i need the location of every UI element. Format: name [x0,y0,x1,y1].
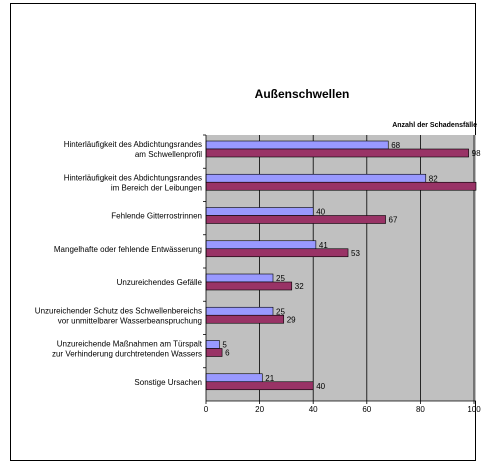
bar-s2-0 [205,148,469,158]
bar-s1-0 [205,140,389,150]
value-tick-label-0: 0 [204,405,209,414]
category-label-0-1: am Schwellenprofil [135,150,202,159]
value-label-s2-2: 67 [389,216,398,225]
bar-s2-6 [205,348,223,357]
value-label-s1-7: 21 [265,374,274,383]
bar-s2-1 [205,181,477,191]
chart-title: Außenschwellen [254,87,350,101]
value-label-s1-2: 40 [316,208,325,217]
value-label-s1-4: 25 [276,274,285,283]
value-tick-label-60: 60 [362,405,371,414]
value-label-s2-4: 32 [295,282,304,291]
value-label-s2-6: 6 [225,349,230,358]
value-label-s2-3: 53 [351,249,360,258]
bar-s2-3 [205,248,349,258]
value-label-s1-3: 41 [319,241,328,250]
value-tick-label-20: 20 [255,405,264,414]
value-tick-label-100: 100 [467,405,481,414]
bar-s2-7 [205,381,314,391]
value-label-s1-6: 5 [222,341,227,350]
value-label-s1-5: 25 [276,307,285,316]
value-label-s2-5: 29 [287,315,296,324]
bar-s1-4 [205,273,274,283]
category-label-6-0: Unzureichende Maßnahmen am Türspalt [57,340,203,349]
bar-s2-2 [205,215,386,224]
value-axis-label: Anzahl der Schadensfälle [392,122,477,129]
value-label-s2-0: 98 [472,149,481,158]
value-label-s2-7: 40 [316,382,325,391]
category-label-3-0: Mangelhafte oder fehlende Entwässerung [54,245,202,254]
value-tick-label-40: 40 [309,405,318,414]
category-label-5-1: vor unmittelbarer Wasserbeanspruchung [58,316,202,325]
value-label-s1-0: 68 [391,141,400,150]
value-label-s1-1: 82 [429,174,438,183]
category-label-5-0: Unzureichender Schutz des Schwellenberei… [35,306,202,315]
bar-s1-1 [205,173,427,183]
category-label-1-0: Hinterläufigkeit des Abdichtungsrandes [64,173,202,182]
bar-s2-4 [205,281,293,291]
bar-s1-7 [205,373,263,383]
bar-s1-6 [205,340,220,349]
bar-s1-3 [205,240,317,250]
category-label-0-0: Hinterläufigkeit des Abdichtungsrandes [64,140,202,149]
plot-area: 68 98 Hinterläufigkeit des Abdichtungsrand… [35,134,481,414]
category-label-2-0: Fehlende Gitterrostrinnen [111,212,202,221]
value-tick-label-80: 80 [416,405,425,414]
category-label-7-0: Sonstige Ursachen [134,378,202,387]
category-label-4-0: Unzureichendes Gefälle [117,278,203,287]
category-label-1-1: im Bereich der Leibungen [111,183,202,192]
bar-s2-5 [205,314,285,324]
bar-s1-5 [205,306,274,316]
category-label-6-1: zur Verhinderung durchtretenden Wassers [52,350,202,359]
bar-s1-2 [205,207,314,216]
